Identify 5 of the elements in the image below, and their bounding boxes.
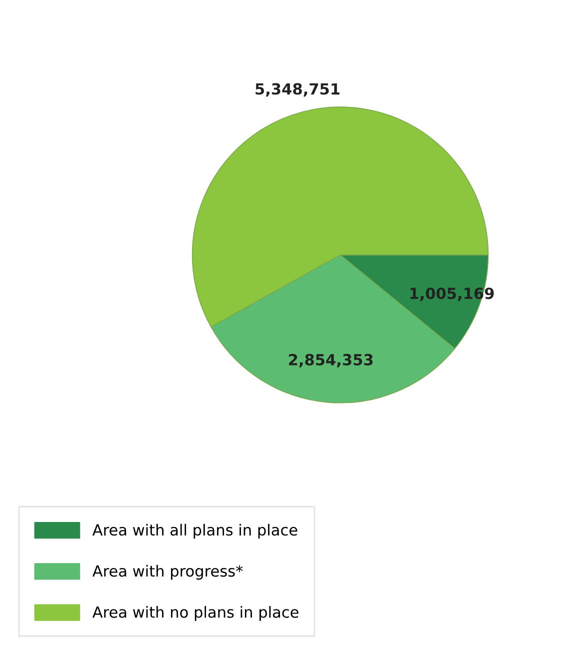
- data-label: 5,348,751: [256, 83, 340, 97]
- legend-label: Area with progress*: [92, 564, 243, 580]
- legend-label: Area with no plans in place: [92, 606, 298, 621]
- data-label: 2,854,353: [289, 354, 373, 368]
- legend-label: Area with all plans in place: [92, 524, 298, 539]
